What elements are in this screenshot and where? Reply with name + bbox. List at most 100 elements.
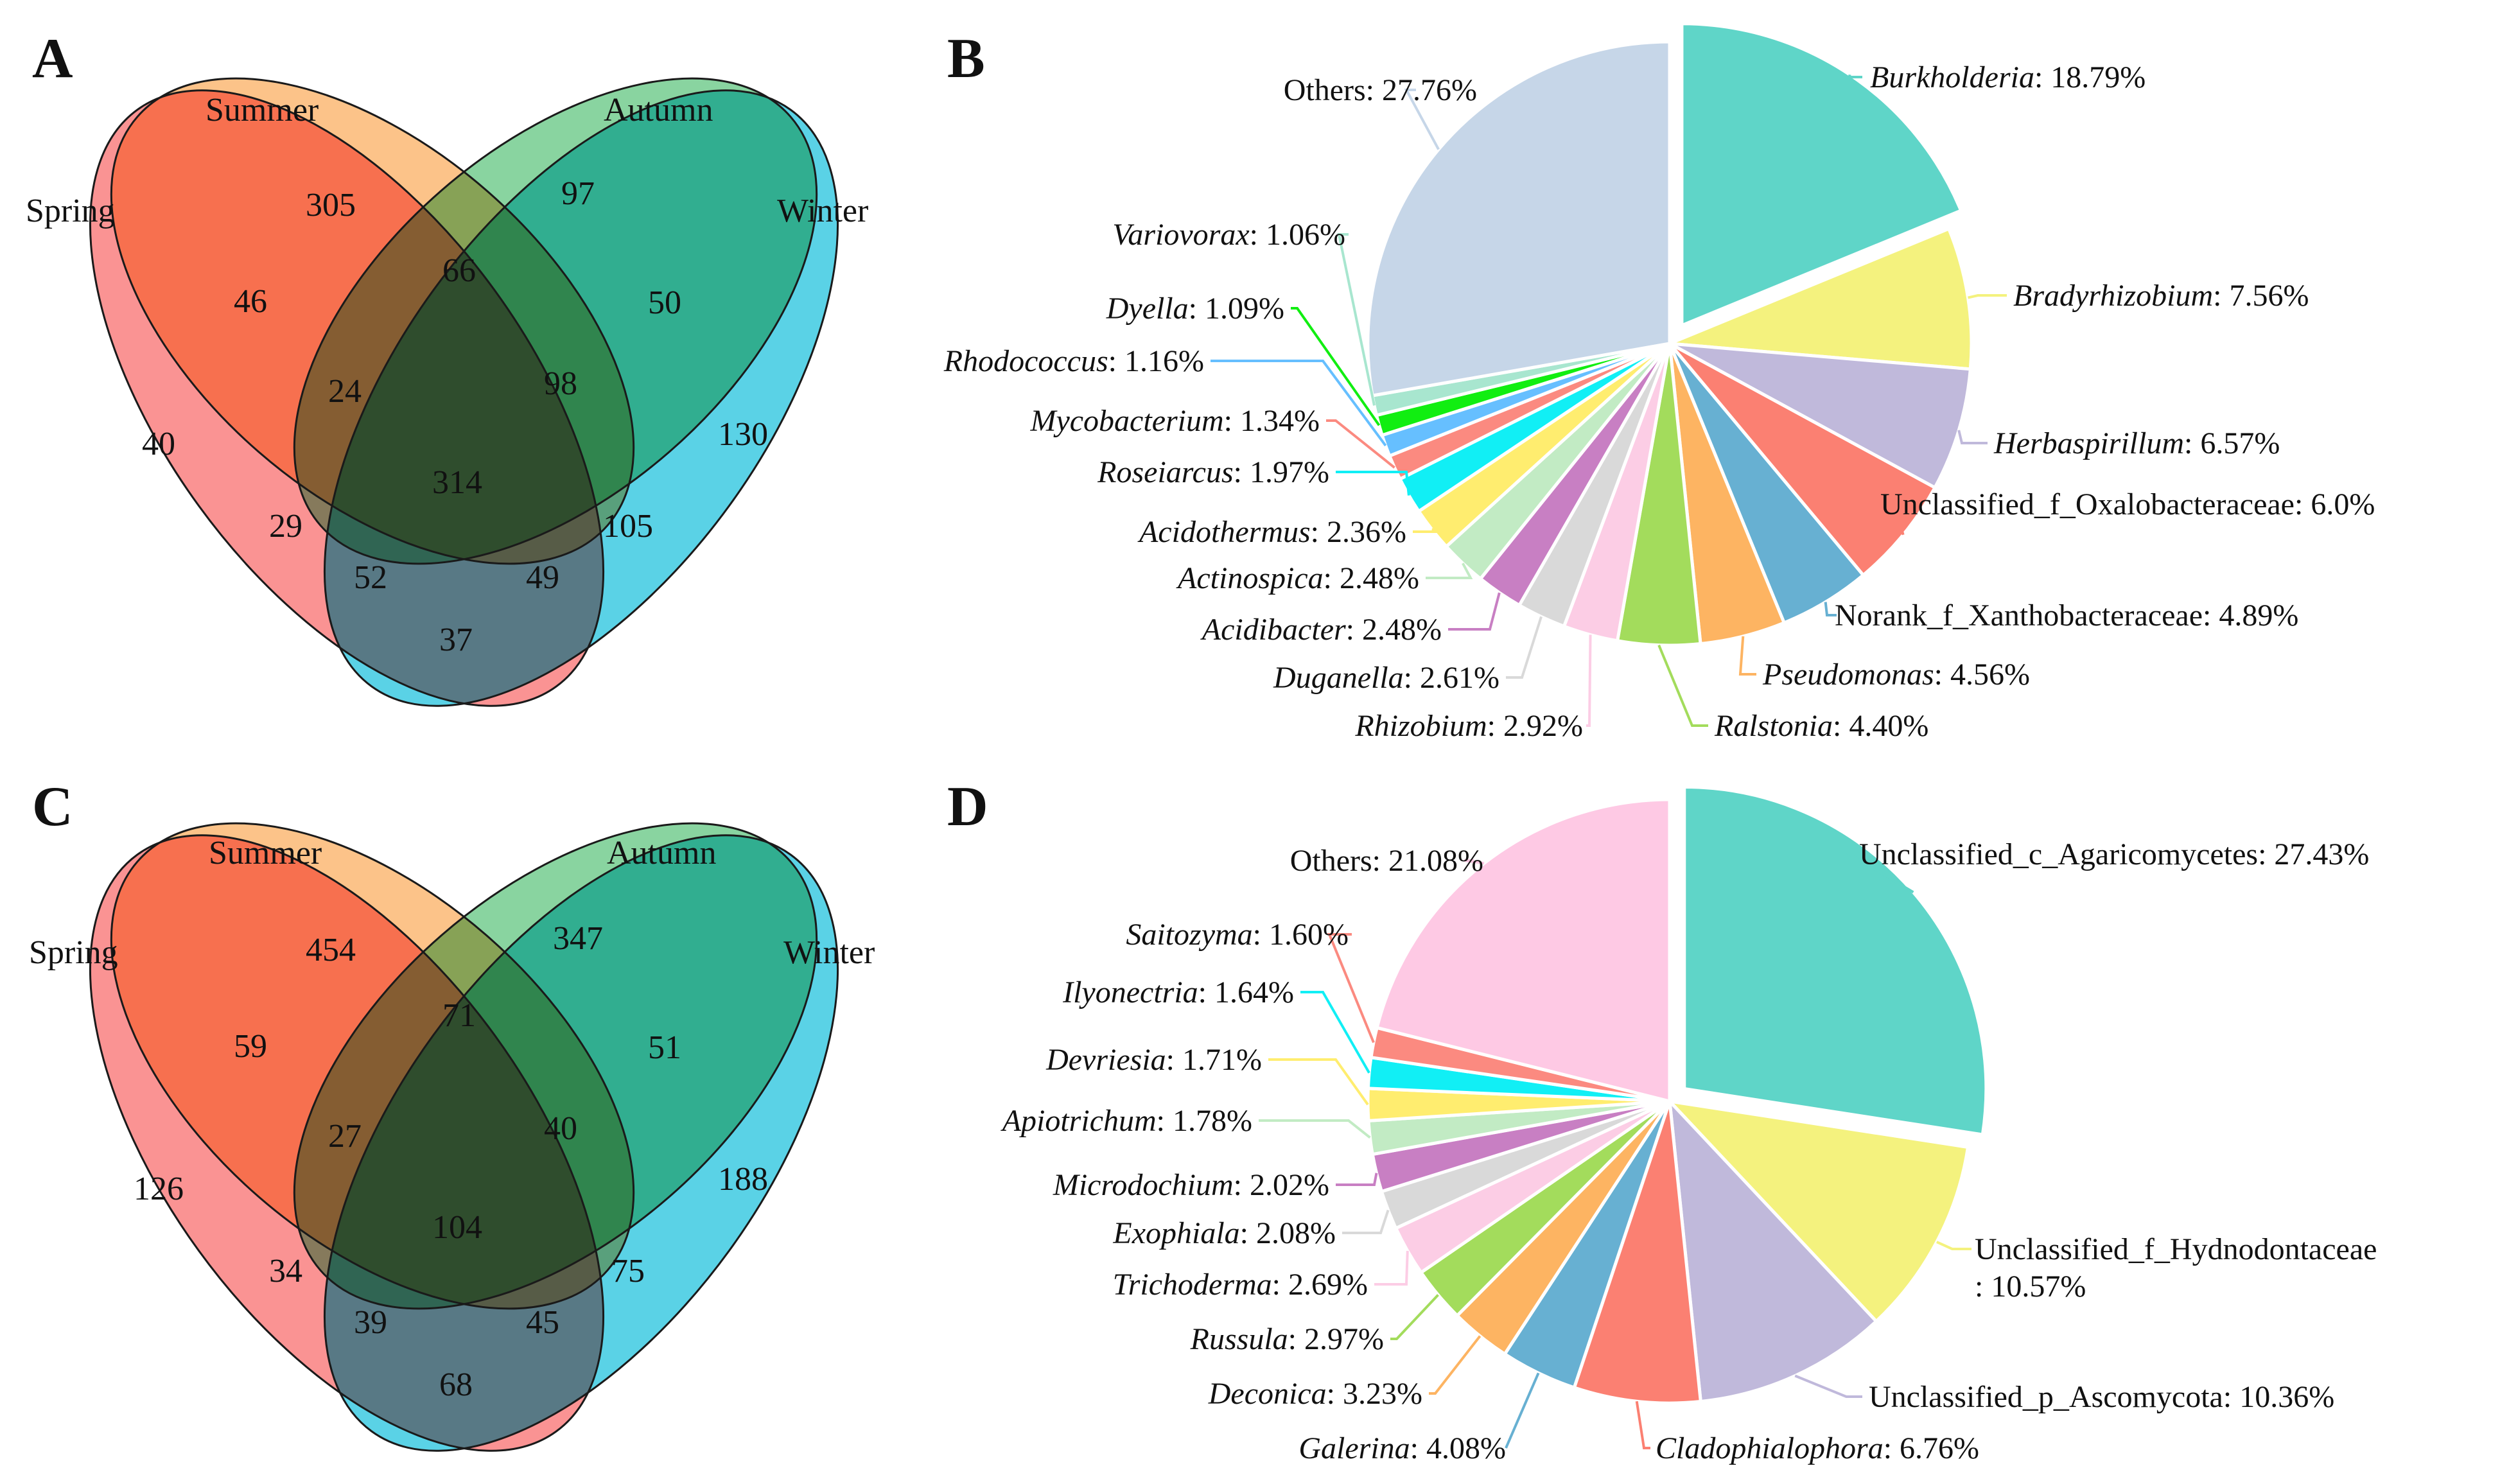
pie-d-label-galerina: Galerina: 4.08% [1298,1431,1506,1465]
pie-b-leader-8 [1506,616,1543,679]
venn-c-outline-summer [110,822,635,1310]
pie-b-leader-14 [1211,360,1387,447]
pie-d-label-exophiala: Exophiala: 2.08% [1112,1216,1336,1250]
pie-d-leader-10 [1259,1119,1371,1139]
pie-b-label-norank-f-xanthobacteraceae: Norank_f_Xanthobacteraceae: 4.89% [1835,598,2298,633]
pie-d-label-others: Others: 21.08% [1290,844,1483,878]
venn-a-count-summer-winter: 105 [603,508,653,545]
pie-b-labels: Burkholderia: 18.79% Bradyrhizobium: 7.56… [943,60,2375,743]
pie-d-slices [1366,785,1988,1405]
venn-a-count-spring-summer-autumn: 24 [328,373,362,410]
pie-b-label-ralstonia: Ralstonia: 4.40% [1714,709,1928,743]
venn-a-count-spring-summer: 46 [234,283,267,320]
pie-d-leader-5 [1429,1335,1482,1395]
pie-b-label-variovorax: Variovorax: 1.06% [1112,218,1345,252]
venn-c-set-winter [324,835,838,1451]
venn-a-label-winter: Winter [777,193,868,229]
pie-d-leader-14 [1464,859,1485,865]
pie-b-leader-13 [1326,419,1395,469]
venn-a-count-summer-autumn: 66 [442,252,476,289]
pie-d-leader-6 [1390,1294,1439,1340]
pie-d-label-saitozyma: Saitozyma: 1.60% [1126,918,1349,952]
venn-diagram-c: Spring Summer Autumn Winter 126 454 347 188… [29,822,875,1452]
pie-b-leader-3 [1878,503,1905,536]
pie-b-label-unclassified-f-oxalobacteraceae: Unclassified_f_Oxalobacteraceae: 6.0% [1880,487,2375,521]
venn-a-count-all: 314 [432,464,482,501]
venn-c-outline-winter [324,834,839,1452]
pie-b-leader-7 [1586,634,1592,727]
panel-letter-c: C [32,776,73,838]
pie-b-leader-5 [1738,636,1756,676]
venn-c-count-spring-summer-winter: 39 [354,1304,387,1341]
pie-d-leader-12 [1300,991,1370,1074]
venn-a-count-spring-winter: 37 [439,622,473,658]
panel-letter-d: D [947,776,988,838]
pie-b-leader-1 [1968,294,2007,299]
venn-a-count-summer-only: 305 [306,187,356,223]
pie-b-leader-11 [1413,528,1449,533]
venn-a-label-autumn: Autumn [604,92,713,128]
venn-a-outline-summer [110,77,635,565]
venn-a-count-summer-autumn-winter: 98 [544,365,577,402]
pie-d-leader-13 [1327,933,1375,1043]
venn-c-count-autumn-winter: 51 [648,1029,681,1066]
venn-c-count-spring-autumn: 34 [269,1253,302,1289]
pie-b-leader-15 [1291,307,1381,426]
pie-b-label-rhizobium: Rhizobium: 2.92% [1354,709,1583,743]
pie-b-slice-others [1366,40,1672,397]
pie-b-label-dyella: Dyella: 1.09% [1106,292,1284,326]
venn-c-outline-spring [89,834,604,1452]
pie-d-label-devriesia: Devriesia: 1.71% [1045,1043,1262,1077]
venn-c-outline-autumn [293,822,818,1310]
pie-d-label-russula: Russula: 2.97% [1190,1322,1384,1356]
pie-b-label-actinospica: Actinospica: 2.48% [1176,561,1419,595]
venn-c-count-summer-only: 454 [306,932,356,968]
venn-a-outline-spring [89,89,604,707]
pie-d-leader-1 [1936,1241,1971,1250]
pie-chart-b: Burkholderia: 18.79% Bradyrhizobium: 7.56… [943,22,2375,743]
venn-c-count-spring-only: 126 [134,1171,184,1207]
pie-b-slice-bradyrhizobium [1669,226,1973,371]
pie-b-leader-9 [1448,592,1501,631]
venn-a-count-autumn-winter: 50 [648,284,681,321]
pie-d-label-trichoderma: Trichoderma: 2.69% [1113,1268,1368,1302]
pie-b-leader-12 [1336,471,1410,496]
pie-d-leader-4 [1505,1372,1540,1449]
pie-d-leader-7 [1374,1250,1409,1286]
pie-b-leader-0 [1848,74,1862,78]
venn-c-count-spring-winter: 68 [439,1366,473,1403]
pie-b-label-acidothermus: Acidothermus: 2.36% [1137,515,1406,549]
pie-d-label-apiotrichum: Apiotrichum: 1.78% [1001,1104,1252,1138]
pie-d-leader-11 [1268,1058,1369,1106]
pie-d-leader-9 [1336,1173,1378,1186]
pie-b-label-others: Others: 27.76% [1284,73,1477,107]
pie-d-leader-8 [1342,1209,1390,1234]
venn-a-count-spring-autumn-winter: 49 [526,559,559,596]
venn-c-count-summer-autumn: 71 [442,997,476,1034]
pie-b-leader-10 [1426,563,1473,579]
panel-letter-a: A [32,28,73,90]
pie-d-slice-others [1375,798,1672,1104]
venn-c-count-spring-summer: 59 [234,1028,267,1065]
pie-b-label-herbaspirillum: Herbaspirillum: 6.57% [1993,426,2280,460]
pie-d-label-deconica: Deconica: 3.23% [1208,1377,1422,1411]
venn-a-outline-autumn [293,77,818,565]
venn-a-label-spring: Spring [26,193,115,229]
pie-b-label-acidibacter: Acidibacter: 2.48% [1200,613,1442,647]
venn-c-label-autumn: Autumn [607,835,716,871]
venn-a-set-winter [324,90,838,706]
pie-b-label-mycobacterium: Mycobacterium: 1.34% [1029,404,1320,438]
venn-a-count-spring-only: 40 [142,426,175,462]
venn-a-outline-winter [324,89,839,707]
venn-a-count-autumn-only: 97 [561,175,595,212]
venn-c-count-autumn-only: 347 [553,920,603,957]
venn-c-count-spring-autumn-winter: 45 [526,1304,559,1341]
pie-b-leader-4 [1824,602,1837,616]
pie-d-label-ilyonectria: Ilyonectria: 1.64% [1062,975,1294,1009]
pie-d-label-microdochium: Microdochium: 2.02% [1053,1168,1329,1202]
venn-c-count-spring-summer-autumn: 27 [328,1118,362,1155]
venn-a-label-summer: Summer [205,92,319,128]
pie-b-leader-16 [1337,233,1376,406]
pie-b-label-pseudomonas: Pseudomonas: 4.56% [1762,658,2030,692]
venn-a-count-spring-summer-winter: 52 [354,559,387,596]
